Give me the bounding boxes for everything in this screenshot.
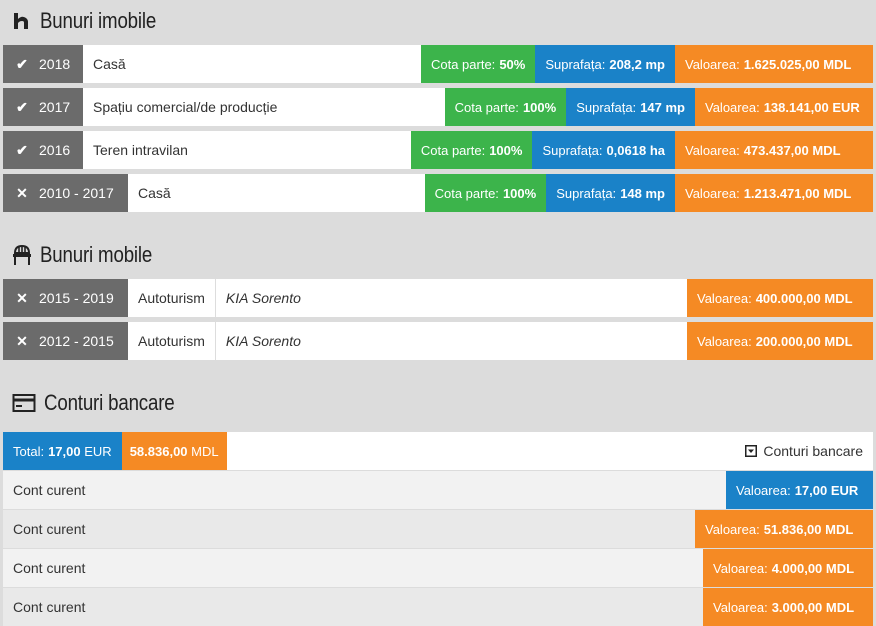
share-badge: Cota parte: 100% bbox=[424, 174, 547, 212]
year-text: 2016 bbox=[39, 142, 71, 158]
property-type: Casă bbox=[138, 185, 171, 201]
table-row: Cont curent Valoarea: 51.836,00 MDL bbox=[3, 510, 873, 548]
check-icon: ✔ bbox=[16, 98, 28, 115]
year-badge: ✕ 2012 - 2015 bbox=[3, 322, 128, 360]
account-type: Cont curent bbox=[13, 599, 86, 615]
section-header-imobile: Bunuri imobile bbox=[12, 6, 177, 36]
value-badge: Valoarea: 200.000,00 MDL bbox=[687, 322, 873, 360]
value-badge: Valoarea: 473.437,00 MDL bbox=[675, 131, 873, 169]
share-badge: Cota parte: 50% bbox=[420, 45, 536, 83]
value-badge: Valoarea: 51.836,00 MDL bbox=[695, 510, 873, 548]
list-item: ✔ 2016 Teren intravilan Cota parte: 100% … bbox=[3, 131, 873, 169]
value-badge: Valoarea: 1.625.025,00 MDL bbox=[675, 45, 873, 83]
area-badge: Suprafața: 208,2 mp bbox=[535, 45, 675, 83]
credit-card-icon bbox=[12, 393, 36, 413]
check-icon: ✔ bbox=[16, 55, 28, 72]
list-item: ✔ 2017 Spațiu comercial/de producție Cot… bbox=[3, 88, 873, 126]
property-type: Teren intravilan bbox=[93, 142, 188, 158]
area-badge: Suprafața: 148 mp bbox=[546, 174, 675, 212]
value-badge: Valoarea: 138.141,00 EUR bbox=[695, 88, 873, 126]
area-badge: Suprafața: 147 mp bbox=[566, 88, 695, 126]
bank-total-row: Total: 17,00 EUR 58.836,00 MDL Conturi ba… bbox=[3, 432, 873, 470]
vehicle-type: Autoturism bbox=[128, 279, 216, 317]
account-type: Cont curent bbox=[13, 482, 86, 498]
table-row: Cont curent Valoarea: 17,00 EUR bbox=[3, 471, 873, 509]
vehicle-model: KIA Sorento bbox=[225, 333, 301, 349]
cross-icon: ✕ bbox=[16, 332, 28, 349]
value-badge: Valoarea: 17,00 EUR bbox=[726, 471, 873, 509]
list-item: ✔ 2018 Casă Cota parte: 50% Suprafața: 208… bbox=[3, 45, 873, 83]
vehicle-type: Autoturism bbox=[128, 322, 216, 360]
cross-icon: ✕ bbox=[16, 184, 28, 201]
section-title: Bunuri imobile bbox=[40, 8, 157, 33]
section-header-conturi: Conturi bancare bbox=[12, 388, 198, 418]
list-item: ✕ 2010 - 2017 Casă Cota parte: 100% Supra… bbox=[3, 174, 873, 212]
table-row: Cont curent Valoarea: 4.000,00 MDL bbox=[3, 549, 873, 587]
total-eur-badge: Total: 17,00 EUR bbox=[3, 432, 122, 470]
house-icon bbox=[12, 12, 32, 30]
year-text: 2017 bbox=[39, 99, 71, 115]
area-badge: Suprafața: 0,0618 ha bbox=[532, 131, 675, 169]
bank-accounts-dropdown[interactable]: Conturi bancare bbox=[735, 432, 873, 470]
year-text: 2012 - 2015 bbox=[39, 333, 114, 349]
cross-icon: ✕ bbox=[16, 289, 28, 306]
list-item: ✕ 2012 - 2015 Autoturism KIA Sorento Val… bbox=[3, 322, 873, 360]
section-header-mobile: Bunuri mobile bbox=[12, 240, 172, 270]
year-badge: ✔ 2018 bbox=[3, 45, 83, 83]
section-title: Conturi bancare bbox=[44, 390, 175, 415]
account-type: Cont curent bbox=[13, 560, 86, 576]
year-badge: ✕ 2015 - 2019 bbox=[3, 279, 128, 317]
value-badge: Valoarea: 4.000,00 MDL bbox=[703, 549, 873, 587]
check-icon: ✔ bbox=[16, 141, 28, 158]
vehicle-model: KIA Sorento bbox=[225, 290, 301, 306]
dropdown-label: Conturi bancare bbox=[763, 443, 863, 459]
share-badge: Cota parte: 100% bbox=[410, 131, 533, 169]
value-badge: Valoarea: 400.000,00 MDL bbox=[687, 279, 873, 317]
chair-icon bbox=[12, 244, 32, 266]
property-type: Spațiu comercial/de producție bbox=[93, 99, 278, 115]
property-type: Casă bbox=[93, 56, 126, 72]
value-badge: Valoarea: 1.213.471,00 MDL bbox=[675, 174, 873, 212]
total-mdl-badge: 58.836,00 MDL bbox=[121, 432, 227, 470]
year-badge: ✕ 2010 - 2017 bbox=[3, 174, 128, 212]
table-row: Cont curent Valoarea: 3.000,00 MDL bbox=[3, 588, 873, 626]
year-text: 2010 - 2017 bbox=[39, 185, 114, 201]
year-badge: ✔ 2017 bbox=[3, 88, 83, 126]
year-text: 2015 - 2019 bbox=[39, 290, 114, 306]
section-title: Bunuri mobile bbox=[40, 242, 153, 267]
year-badge: ✔ 2016 bbox=[3, 131, 83, 169]
share-badge: Cota parte: 100% bbox=[444, 88, 567, 126]
dropdown-icon bbox=[745, 445, 758, 457]
account-type: Cont curent bbox=[13, 521, 86, 537]
value-badge: Valoarea: 3.000,00 MDL bbox=[703, 588, 873, 626]
year-text: 2018 bbox=[39, 56, 71, 72]
list-item: ✕ 2015 - 2019 Autoturism KIA Sorento Val… bbox=[3, 279, 873, 317]
